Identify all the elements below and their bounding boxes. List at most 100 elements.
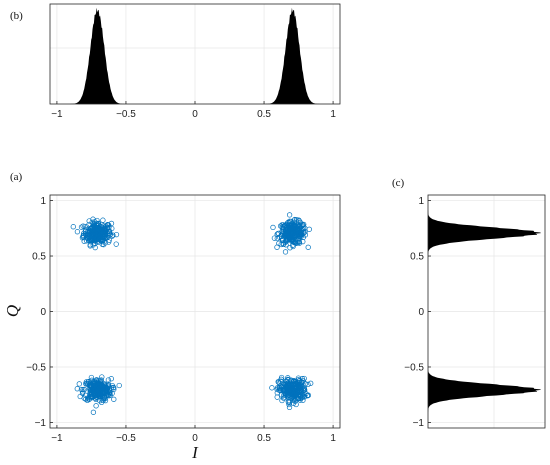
scatter-point xyxy=(76,381,82,387)
x-tick-label: −0.5 xyxy=(116,109,136,120)
x-tick-label: −1 xyxy=(51,433,63,444)
scatter-point xyxy=(100,237,106,243)
scatter-point xyxy=(107,232,113,238)
scatter-point xyxy=(276,384,282,391)
scatter-point xyxy=(104,392,110,399)
x-tick-label: 0 xyxy=(192,109,198,120)
scatter-point xyxy=(280,224,287,230)
scatter-point xyxy=(275,379,281,385)
scatter-point xyxy=(289,378,295,385)
scatter-point xyxy=(301,387,307,393)
scatter-point xyxy=(100,217,106,223)
scatter-point xyxy=(84,235,91,241)
scatter-point xyxy=(82,223,88,230)
x-tick-label: 1 xyxy=(330,109,336,120)
scatter-point xyxy=(96,391,103,398)
scatter-point xyxy=(99,390,105,397)
scatter-point xyxy=(280,241,287,248)
y-tick-label: 0.5 xyxy=(32,252,46,263)
scatter-point xyxy=(282,232,288,239)
scatter-point xyxy=(90,229,96,235)
panel-label-c: (c) xyxy=(392,177,405,189)
scatter-point xyxy=(297,395,304,402)
scatter-point xyxy=(105,377,112,383)
scatter-point xyxy=(88,230,95,236)
scatter-point xyxy=(87,243,93,249)
scatter-point xyxy=(278,387,284,393)
scatter-point xyxy=(106,224,112,231)
y-axis-label: Q xyxy=(3,305,22,317)
scatter-point xyxy=(274,244,280,250)
scatter-point xyxy=(280,388,286,394)
scatter-point xyxy=(84,232,90,239)
scatter-cluster xyxy=(269,374,314,411)
scatter-point xyxy=(288,236,294,243)
scatter-point xyxy=(299,227,306,233)
scatter-point xyxy=(296,240,303,246)
x-tick-label: 0.5 xyxy=(257,433,271,444)
scatter-point xyxy=(305,381,311,388)
scatter-point xyxy=(284,393,291,399)
scatter-point xyxy=(74,229,81,235)
scatter-point xyxy=(308,380,314,386)
scatter-point xyxy=(285,375,291,381)
scatter-point xyxy=(286,212,293,218)
scatter-point xyxy=(97,232,103,238)
panel-label-b: (b) xyxy=(10,10,23,22)
scatter-point xyxy=(292,232,299,239)
scatter-point xyxy=(290,243,296,250)
density-panel-b: −1 −0.5 0 0.5 1 xyxy=(49,3,341,120)
density-peak xyxy=(69,7,125,105)
scatter-point xyxy=(83,396,89,402)
density-peak xyxy=(428,367,541,413)
scatter-point xyxy=(285,226,291,232)
scatter-point xyxy=(87,390,93,397)
scatter-point xyxy=(109,225,115,232)
x-axis-label: I xyxy=(191,443,199,462)
scatter-point xyxy=(106,391,113,397)
scatter-point xyxy=(293,224,299,230)
scatter-point xyxy=(113,241,119,247)
scatter-point xyxy=(111,385,117,391)
scatter-point xyxy=(282,249,289,255)
scatter-point xyxy=(288,378,294,384)
scatter-point xyxy=(285,236,291,242)
scatter-point xyxy=(280,237,286,244)
scatter-point xyxy=(286,401,292,408)
scatter-point xyxy=(92,387,98,393)
scatter-point xyxy=(292,221,298,227)
scatter-point xyxy=(302,393,308,400)
scatter-cluster xyxy=(70,216,120,251)
scatter-point xyxy=(276,234,283,240)
scatter-point xyxy=(89,224,96,230)
scatter-point xyxy=(300,378,306,384)
scatter-point xyxy=(301,375,307,382)
scatter-point xyxy=(274,394,280,400)
scatter-point xyxy=(289,236,295,242)
density-panel-c: −1 −0.5 0 0.5 1 xyxy=(404,194,546,429)
scatter-point xyxy=(295,375,302,381)
scatter-point xyxy=(294,217,300,223)
scatter-point xyxy=(108,220,115,227)
scatter-point xyxy=(298,227,305,234)
scatter-point xyxy=(80,234,86,240)
scatter-point xyxy=(288,382,294,388)
scatter-point xyxy=(97,386,103,393)
axes-frame xyxy=(427,194,546,429)
scatter-point xyxy=(305,244,311,250)
scatter-point xyxy=(285,232,292,238)
y-tick-label: 0.5 xyxy=(410,252,424,263)
scatter-point xyxy=(91,381,97,387)
scatter-point xyxy=(78,224,85,230)
scatter-point xyxy=(297,219,303,226)
scatter-cluster xyxy=(74,374,122,415)
scatter-point xyxy=(88,386,95,393)
scatter-point xyxy=(99,374,105,380)
scatter-point xyxy=(116,382,122,389)
scatter-point xyxy=(286,404,293,411)
scatter-point xyxy=(80,232,87,238)
scatter-point xyxy=(292,240,299,246)
x-tick-label: −0.5 xyxy=(116,433,136,444)
scatter-point xyxy=(70,224,76,230)
